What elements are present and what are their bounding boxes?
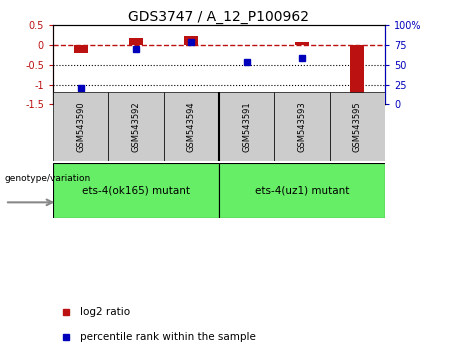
Text: genotype/variation: genotype/variation xyxy=(5,174,91,183)
Bar xyxy=(295,42,309,45)
Title: GDS3747 / A_12_P100962: GDS3747 / A_12_P100962 xyxy=(129,10,309,24)
Text: GSM543595: GSM543595 xyxy=(353,101,362,152)
Bar xyxy=(164,92,219,161)
Text: ets-4(ok165) mutant: ets-4(ok165) mutant xyxy=(82,185,190,195)
Bar xyxy=(350,45,364,96)
Text: GSM543591: GSM543591 xyxy=(242,101,251,152)
Text: ets-4(uz1) mutant: ets-4(uz1) mutant xyxy=(255,185,349,195)
Text: GSM543593: GSM543593 xyxy=(297,101,307,152)
Bar xyxy=(108,92,164,161)
Text: GSM543592: GSM543592 xyxy=(131,101,141,152)
Bar xyxy=(53,163,219,218)
Text: GSM543590: GSM543590 xyxy=(76,101,85,152)
Text: percentile rank within the sample: percentile rank within the sample xyxy=(80,332,255,342)
Bar xyxy=(129,38,143,45)
Bar xyxy=(184,36,198,45)
Bar xyxy=(219,163,385,218)
Bar xyxy=(74,45,88,53)
Bar xyxy=(330,92,385,161)
Bar xyxy=(274,92,330,161)
Text: GSM543594: GSM543594 xyxy=(187,101,196,152)
Bar xyxy=(219,92,274,161)
Text: log2 ratio: log2 ratio xyxy=(80,307,130,317)
Bar xyxy=(53,92,108,161)
